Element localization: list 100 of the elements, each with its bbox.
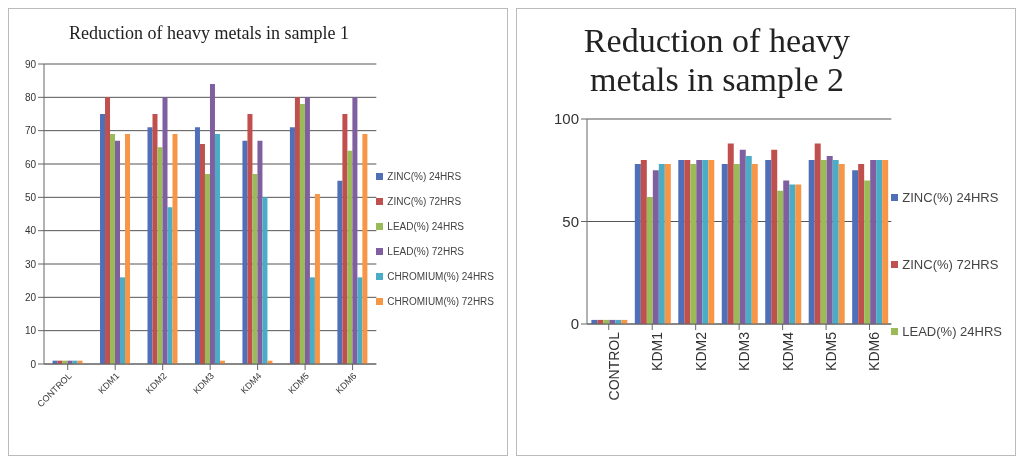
bar: [152, 113, 158, 364]
chart-title: Reduction of heavy metals in sample 1: [68, 23, 350, 44]
bar: [162, 97, 168, 364]
bar: [214, 133, 220, 364]
y-tick-label: 20: [24, 291, 37, 303]
bar: [110, 133, 116, 364]
legend-label: LEAD(%) 72HRS: [387, 245, 465, 257]
bar: [257, 140, 263, 364]
x-tick-label: KDM4: [779, 331, 796, 372]
y-tick-label: 80: [24, 91, 37, 103]
y-tick-label: 50: [24, 191, 37, 203]
y-tick-label: 100: [553, 110, 579, 128]
bar: [299, 103, 305, 364]
bar: [858, 164, 865, 325]
bar: [783, 180, 790, 325]
x-tick-label: KDM5: [823, 331, 840, 372]
bar: [814, 143, 821, 325]
legend-label: CHROMIUM(%) 24HRS: [387, 270, 494, 282]
bar: [115, 140, 121, 364]
bar: [876, 160, 883, 325]
bar: [167, 207, 173, 364]
bar: [832, 160, 839, 325]
bar: [864, 180, 871, 325]
bar: [678, 160, 685, 325]
bar: [314, 193, 320, 364]
bar: [684, 160, 691, 325]
legend-label: ZINC(%) 72HRS: [902, 256, 999, 272]
bar: [209, 83, 215, 364]
bar: [147, 127, 153, 364]
bar: [105, 97, 111, 364]
bar: [634, 164, 641, 325]
legend-label: CHROMIUM(%) 72HRS: [387, 295, 494, 307]
bar: [777, 190, 784, 325]
y-tick-label: 30: [24, 258, 37, 270]
bar: [120, 277, 126, 364]
bar: [347, 150, 353, 364]
bar: [640, 160, 647, 325]
bar: [702, 160, 709, 325]
bar: [342, 113, 348, 364]
bar: [309, 277, 315, 364]
x-tick-label: KDM2: [692, 331, 709, 372]
bar: [771, 149, 778, 325]
bar: [194, 127, 200, 364]
y-tick-label: 70: [24, 124, 37, 136]
bar: [838, 164, 845, 325]
legend-label: LEAD(%) 24HRS: [902, 323, 1002, 339]
y-tick-label: 0: [570, 315, 579, 333]
y-tick-label: 0: [30, 358, 37, 370]
bar: [252, 173, 258, 364]
bar: [690, 164, 697, 325]
x-tick-label: KDM3: [736, 331, 753, 372]
y-tick-label: 50: [562, 213, 579, 231]
bar: [696, 160, 703, 325]
bar: [242, 140, 248, 364]
bar: [826, 156, 833, 325]
bar: [745, 156, 752, 325]
bar: [882, 160, 889, 325]
bar: [172, 133, 178, 364]
bar: [247, 113, 253, 364]
bar: [157, 147, 163, 364]
bar: [765, 160, 772, 325]
bar: [652, 170, 659, 325]
bar: [304, 97, 310, 364]
bar: [789, 184, 796, 325]
bar: [727, 143, 734, 325]
bar: [870, 160, 877, 325]
y-tick-label: 10: [24, 324, 37, 336]
bar: [820, 160, 827, 325]
bar: [100, 113, 106, 364]
legend-label: ZINC(%) 24HRS: [902, 189, 999, 205]
bar: [646, 197, 653, 325]
y-tick-label: 60: [24, 158, 37, 170]
y-tick-label: 40: [24, 224, 37, 236]
bar: [125, 133, 131, 364]
bar: [708, 160, 715, 325]
bar: [357, 277, 363, 364]
bar: [337, 180, 343, 364]
x-tick-label: KDM6: [866, 331, 883, 372]
bar: [352, 97, 358, 364]
chart-title: Reduction of heavy metals in sample 2: [582, 21, 852, 100]
bar: [289, 127, 295, 364]
x-tick-label: KDM1: [649, 331, 666, 372]
legend-label: ZINC(%) 24HRS: [387, 170, 462, 182]
y-tick-label: 90: [24, 58, 37, 70]
bar: [733, 164, 740, 325]
bar: [262, 197, 268, 364]
bar: [852, 170, 859, 325]
bar: [721, 164, 728, 325]
bar: [658, 164, 665, 325]
bar: [294, 97, 300, 364]
x-tick-label: CONTROL: [605, 331, 622, 401]
bar: [751, 164, 758, 325]
legend-label: ZINC(%) 72HRS: [387, 195, 462, 207]
bar: [808, 160, 815, 325]
bar: [795, 184, 802, 325]
bar: [362, 133, 368, 364]
bar: [204, 173, 210, 364]
bar: [739, 149, 746, 325]
legend-label: LEAD(%) 24HRS: [387, 220, 465, 232]
bar: [664, 164, 671, 325]
